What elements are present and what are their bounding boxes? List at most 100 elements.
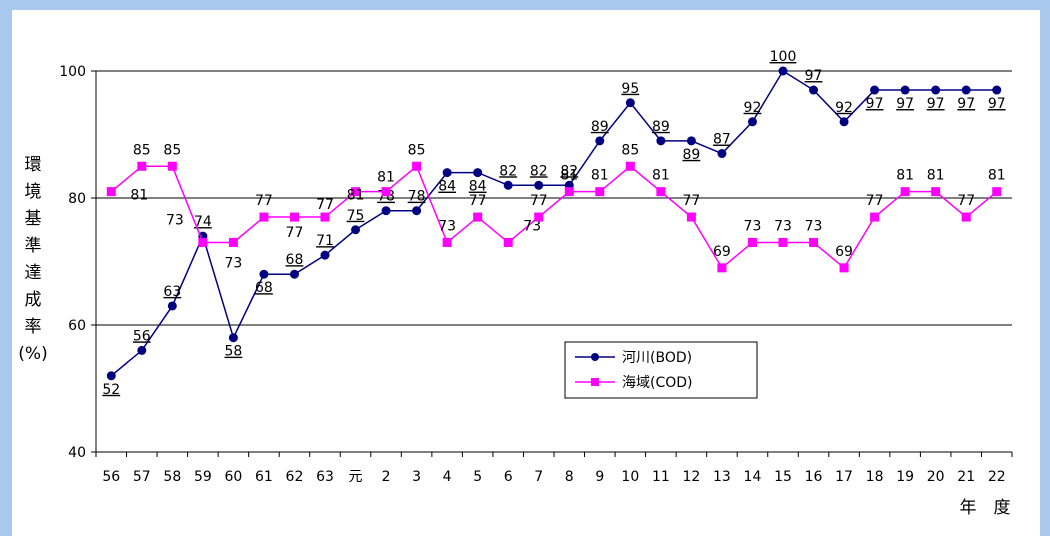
x-tick-label: 63 xyxy=(316,469,334,485)
data-label: 81 xyxy=(347,188,365,204)
data-label: 77 xyxy=(682,193,700,209)
x-tick-label: 58 xyxy=(163,469,181,485)
y-tick-labels: 40 60 80 100 xyxy=(59,64,86,461)
x-tick-label: 59 xyxy=(194,469,212,485)
data-label: 73 xyxy=(523,218,541,234)
data-point xyxy=(167,161,177,171)
data-label: 77 xyxy=(255,193,273,209)
data-point xyxy=(198,237,208,247)
data-label: 69 xyxy=(713,244,731,260)
axes xyxy=(91,70,1013,457)
data-label: 73 xyxy=(166,212,184,228)
x-tick-label: 18 xyxy=(866,469,884,485)
data-point xyxy=(442,237,452,247)
data-point xyxy=(717,263,727,273)
data-label: 56 xyxy=(133,328,151,344)
data-point xyxy=(564,187,574,197)
x-tick-label: 元 xyxy=(349,469,363,485)
data-label: 81 xyxy=(591,168,609,184)
data-label: 89 xyxy=(652,119,670,135)
x-tick-labels: 56 57 58 59 60 61 62 63 元 2 3 4 5 6 7 8 9 10 11 12 13 14 15 16 1… xyxy=(102,469,1005,485)
data-label: 73 xyxy=(805,218,823,234)
x-tick-label: 20 xyxy=(927,469,945,485)
data-label: 77 xyxy=(286,225,304,241)
data-point xyxy=(931,85,941,95)
series-cod: 81 85 85 73 73 77 77 77 81 81 85 73 77 73 77 81 81 85 81 77… xyxy=(106,142,1006,273)
data-point xyxy=(137,161,147,171)
data-point xyxy=(809,85,819,95)
x-tick-label: 4 xyxy=(443,469,452,485)
data-label: 97 xyxy=(866,96,884,112)
data-label: 85 xyxy=(408,142,426,158)
data-label: 92 xyxy=(835,100,853,116)
legend-cod-label: 海域(COD) xyxy=(622,375,693,391)
data-point xyxy=(381,206,391,216)
data-label: 97 xyxy=(805,68,823,84)
x-tick-label: 10 xyxy=(621,469,639,485)
data-label: 82 xyxy=(560,163,578,179)
data-label: 69 xyxy=(835,244,853,260)
data-label: 78 xyxy=(408,189,426,205)
data-point xyxy=(137,345,147,355)
data-point xyxy=(747,117,757,127)
data-label: 77 xyxy=(316,197,334,213)
data-label: 97 xyxy=(896,96,914,112)
data-label: 74 xyxy=(194,214,212,230)
x-tick-label: 21 xyxy=(957,469,975,485)
data-label: 85 xyxy=(133,142,151,158)
data-point xyxy=(656,187,666,197)
data-point xyxy=(809,237,819,247)
x-tick-label: 19 xyxy=(896,469,914,485)
x-tick-label: 62 xyxy=(286,469,304,485)
data-point xyxy=(839,117,849,127)
data-label: 100 xyxy=(770,49,797,65)
x-tick-label: 8 xyxy=(565,469,574,485)
data-point xyxy=(686,136,696,146)
x-tick-label: 14 xyxy=(744,469,762,485)
legend-bod-marker xyxy=(591,353,599,361)
data-label: 82 xyxy=(530,163,548,179)
data-point xyxy=(595,136,605,146)
x-tick-label: 11 xyxy=(652,469,670,485)
data-point xyxy=(961,212,971,222)
data-point xyxy=(289,269,299,279)
y-tick-label: 80 xyxy=(68,191,86,207)
data-point xyxy=(167,301,177,311)
data-label: 89 xyxy=(591,119,609,135)
y-axis-label-unit: (%) xyxy=(18,344,47,364)
y-tick-label: 100 xyxy=(59,64,86,80)
data-point xyxy=(503,237,513,247)
x-tick-label: 22 xyxy=(988,469,1006,485)
x-tick-label: 17 xyxy=(835,469,853,485)
data-point xyxy=(656,136,666,146)
data-label: 81 xyxy=(896,168,914,184)
data-point xyxy=(625,98,635,108)
data-label: 81 xyxy=(560,168,578,184)
series-line xyxy=(110,69,997,377)
y-axis-label-char: 境 xyxy=(25,182,42,202)
data-point xyxy=(320,212,330,222)
data-point xyxy=(228,237,238,247)
data-point xyxy=(778,66,788,76)
data-point xyxy=(259,269,269,279)
data-label: 68 xyxy=(255,280,273,296)
data-point xyxy=(320,250,330,260)
data-label: 81 xyxy=(988,168,1006,184)
data-point xyxy=(442,168,452,178)
y-axis-label-char: 率 xyxy=(25,317,42,337)
data-point xyxy=(412,206,422,216)
data-label: 85 xyxy=(621,142,639,158)
data-point xyxy=(870,85,880,95)
data-point xyxy=(412,161,422,171)
legend-cod-marker xyxy=(591,378,599,386)
data-point xyxy=(228,333,238,343)
data-label: 52 xyxy=(102,382,120,398)
data-point xyxy=(839,263,849,273)
data-point xyxy=(473,212,483,222)
data-point xyxy=(106,187,116,197)
data-label: 95 xyxy=(621,81,639,97)
y-axis-label-char: 成 xyxy=(25,290,42,310)
